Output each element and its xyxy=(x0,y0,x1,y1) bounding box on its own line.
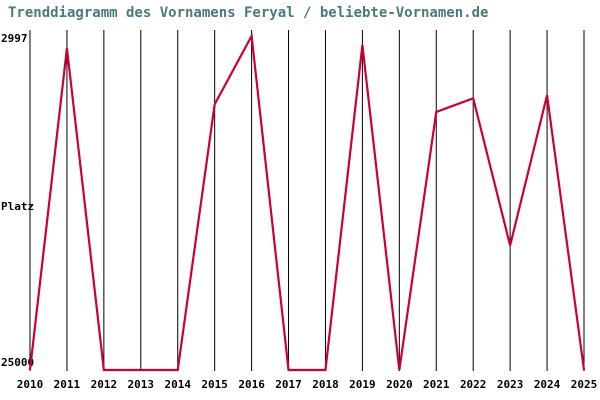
x-axis-label-2012: 2012 xyxy=(91,378,118,391)
chart-title: Trenddiagramm des Vornamens Feryal / bel… xyxy=(8,5,489,21)
trend-line xyxy=(28,32,586,372)
x-axis-label-2014: 2014 xyxy=(164,378,191,391)
x-axis-label-2020: 2020 xyxy=(386,378,413,391)
x-axis-label-2011: 2011 xyxy=(54,378,81,391)
x-axis-label-2018: 2018 xyxy=(312,378,339,391)
x-axis-label-2015: 2015 xyxy=(201,378,228,391)
x-axis-label-2016: 2016 xyxy=(238,378,265,391)
x-axis-label-2021: 2021 xyxy=(423,378,450,391)
x-axis-label-2025: 2025 xyxy=(571,378,598,391)
x-axis-label-2023: 2023 xyxy=(497,378,524,391)
x-axis-label-2017: 2017 xyxy=(275,378,302,391)
x-axis-label-2010: 2010 xyxy=(17,378,44,391)
x-axis-label-2013: 2013 xyxy=(128,378,155,391)
x-axis-label-2019: 2019 xyxy=(349,378,376,391)
y-axis-bottom-tick-label: 25000 xyxy=(1,356,35,369)
y-axis-title: Platz xyxy=(1,200,35,213)
y-axis-top-tick-label: 2997 xyxy=(1,32,28,45)
x-axis-label-2024: 2024 xyxy=(534,378,561,391)
x-axis-label-2022: 2022 xyxy=(460,378,487,391)
